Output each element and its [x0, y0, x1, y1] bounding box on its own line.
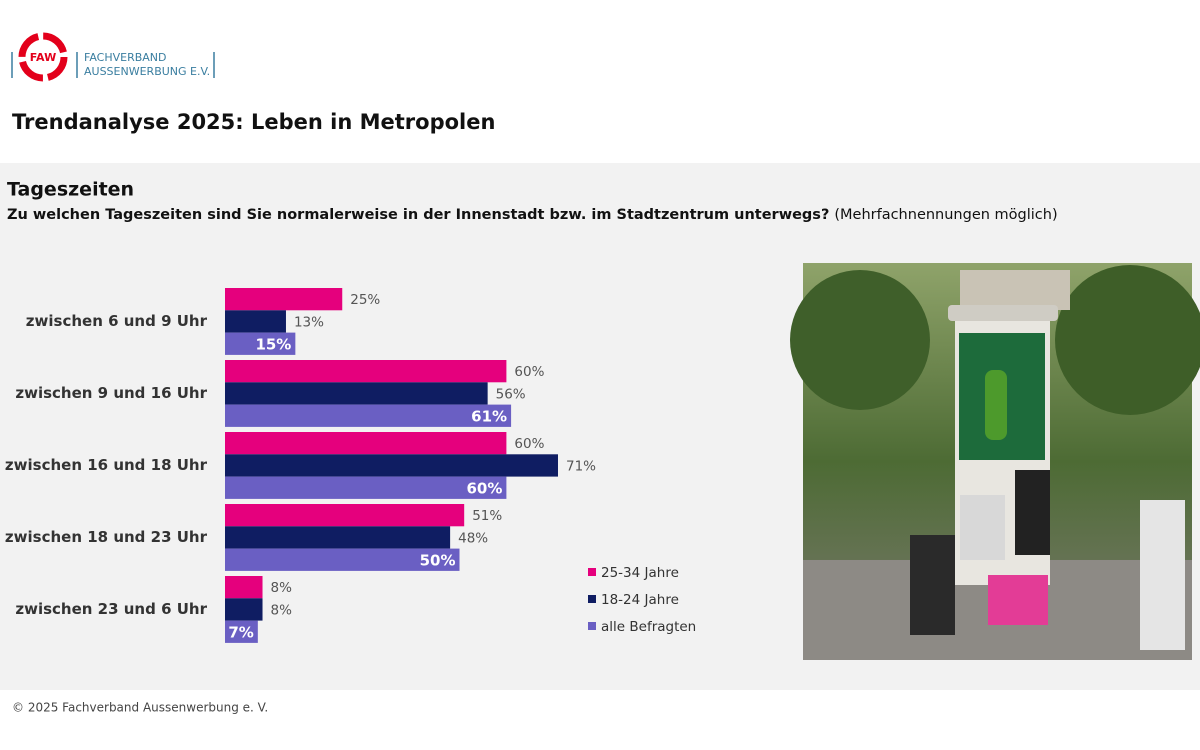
footer: © 2025 Fachverband Aussenwerbung e. V. — [12, 701, 268, 715]
value-label: 15% — [255, 335, 291, 353]
category-label: zwischen 18 und 23 Uhr — [5, 528, 208, 546]
value-label: 61% — [471, 407, 507, 425]
bar — [225, 332, 296, 355]
bar — [225, 404, 512, 427]
category-label: zwischen 6 und 9 Uhr — [26, 312, 208, 330]
logo: FAW FACHVERBAND AUSSENWERBUNG E.V. — [11, 32, 215, 82]
bar — [225, 620, 258, 643]
bar — [225, 548, 460, 571]
category-label: zwischen 23 und 6 Uhr — [15, 600, 207, 618]
bar — [225, 432, 507, 455]
bar — [225, 382, 488, 405]
category-label: zwischen 16 und 18 Uhr — [5, 456, 208, 474]
bar — [225, 576, 263, 599]
legend-swatch — [588, 595, 596, 603]
chart-subtitle: Zu welchen Tageszeiten sind Sie normaler… — [7, 207, 1058, 223]
bar — [225, 598, 263, 621]
value-label: 56% — [496, 386, 526, 402]
value-label: 60% — [466, 479, 502, 497]
legend-swatch — [588, 622, 596, 630]
value-label: 51% — [472, 508, 502, 524]
value-label: 60% — [514, 364, 544, 380]
logo-text: AUSSENWERBUNG E.V. — [84, 65, 210, 78]
value-label: 13% — [294, 314, 324, 330]
logo-text: FACHVERBAND — [84, 51, 167, 64]
value-label: 8% — [271, 602, 293, 618]
value-label: 50% — [420, 551, 456, 569]
bar — [225, 476, 507, 499]
note: (Mehrfachnennungen möglich) — [834, 207, 1057, 223]
value-label: 60% — [514, 436, 544, 452]
bar — [225, 526, 451, 549]
legend-label: alle Befragten — [601, 619, 696, 635]
bar — [225, 310, 286, 333]
chart-title: Tageszeiten — [7, 179, 134, 201]
subtitle: Zu welchen Tageszeiten sind Sie normaler… — [7, 207, 829, 223]
value-label: 71% — [566, 458, 596, 474]
value-label: 25% — [350, 292, 380, 308]
bar — [225, 288, 343, 311]
legend-label: 18-24 Jahre — [601, 592, 679, 608]
bar — [225, 504, 465, 527]
legend-swatch — [588, 568, 596, 576]
legend-label: 25-34 Jahre — [601, 565, 679, 581]
bar — [225, 454, 558, 477]
slide-title: Trendanalyse 2025: Leben in Metropolen — [12, 110, 495, 134]
photo — [790, 263, 1200, 660]
category-label: zwischen 9 und 16 Uhr — [15, 384, 207, 402]
value-label: 8% — [271, 580, 293, 596]
bar — [225, 360, 507, 383]
value-label: 48% — [458, 530, 488, 546]
value-label: 7% — [228, 623, 253, 641]
logo-mark: FAW — [30, 51, 56, 64]
